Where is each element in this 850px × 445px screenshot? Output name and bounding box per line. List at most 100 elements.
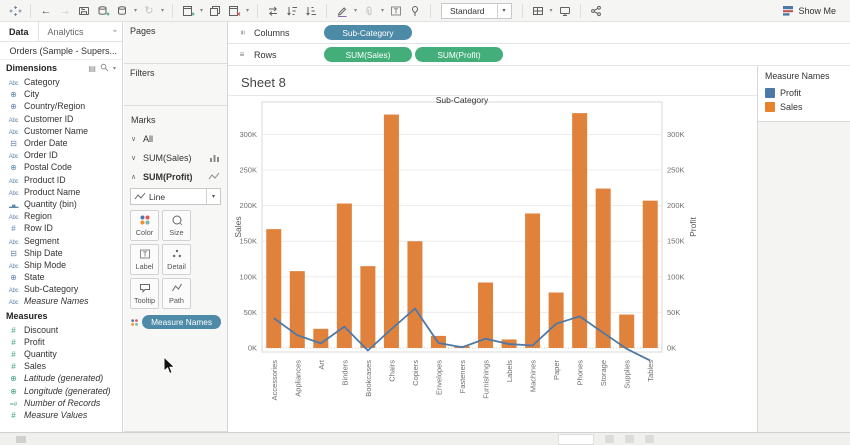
tab-data[interactable]: Data: [0, 22, 39, 41]
dimension-field[interactable]: Quantity (bin): [0, 198, 122, 210]
pages-shelf[interactable]: Pages: [124, 22, 227, 64]
chevron-down-icon[interactable]: [131, 154, 139, 162]
chevron-down-icon[interactable]: [131, 135, 139, 143]
dimension-field[interactable]: Product Name: [0, 186, 122, 198]
measure-field[interactable]: Longitude (generated): [0, 385, 122, 397]
field-label: Row ID: [24, 223, 53, 234]
path-button[interactable]: Path: [162, 278, 191, 309]
marks-entry-sum-profit[interactable]: SUM(Profit): [128, 167, 223, 186]
legend-items: Profit Sales: [765, 86, 843, 114]
refresh-caret[interactable]: ▾: [160, 8, 164, 14]
dimension-field[interactable]: State: [0, 271, 122, 283]
undo-icon[interactable]: ←: [40, 4, 52, 17]
dimension-field[interactable]: Category: [0, 76, 122, 88]
measure-field[interactable]: Discount: [0, 324, 122, 336]
dimension-field[interactable]: Region: [0, 210, 122, 222]
dimension-field[interactable]: Product ID: [0, 174, 122, 186]
measure-field[interactable]: Quantity: [0, 348, 122, 360]
dimension-field[interactable]: Row ID: [0, 222, 122, 234]
chart[interactable]: 0K 0K 50K 50K 100K 100K 150K 150K 200K 200K 250K 25…: [228, 95, 757, 431]
field-pill[interactable]: Sub-Category: [324, 25, 412, 40]
field-label: Region: [24, 211, 52, 222]
highlight-caret[interactable]: ▾: [353, 8, 357, 14]
mark-type-select[interactable]: Line ▾: [130, 188, 221, 205]
dimension-field[interactable]: Ship Mode: [0, 259, 122, 271]
legend-item[interactable]: Sales: [765, 100, 843, 114]
refresh-icon[interactable]: ↻: [144, 5, 154, 17]
dimension-field[interactable]: Order ID: [0, 149, 122, 161]
dimension-field[interactable]: Order Date: [0, 137, 122, 149]
mark-type-caret[interactable]: ▾: [206, 189, 220, 204]
new-dashboard-tab-icon[interactable]: [625, 435, 634, 443]
view-as-list-icon[interactable]: ▤: [88, 63, 96, 73]
marks-entry-sum-sales[interactable]: SUM(Sales): [128, 148, 223, 167]
columns-shelf[interactable]: ≡ Columns Sub-Category: [228, 22, 850, 44]
text-label-icon[interactable]: T: [387, 2, 405, 19]
presentation-mode-icon[interactable]: [556, 2, 574, 19]
dimension-field[interactable]: Customer ID: [0, 113, 122, 125]
marks-entry-all[interactable]: All: [128, 129, 223, 148]
show-me-label: Show Me: [798, 5, 836, 16]
new-worksheet-icon[interactable]: [179, 2, 197, 19]
data-source-menu-caret[interactable]: ▾: [133, 8, 137, 14]
legend-swatch: [765, 88, 775, 98]
data-source-page-icon[interactable]: [16, 435, 26, 443]
show-mark-labels-caret[interactable]: ▾: [549, 8, 553, 14]
fix-axes-icon[interactable]: [406, 2, 424, 19]
dimension-field[interactable]: Postal Code: [0, 161, 122, 173]
filters-shelf[interactable]: Filters: [124, 64, 227, 106]
legend-item[interactable]: Profit: [765, 86, 843, 100]
sort-ascending-icon[interactable]: [283, 2, 301, 19]
add-data-source-icon[interactable]: [94, 2, 112, 19]
find-field-icon[interactable]: [100, 63, 109, 74]
data-source-menu-icon[interactable]: [113, 2, 131, 19]
measure-field[interactable]: Latitude (generated): [0, 372, 122, 384]
color-button[interactable]: Color: [130, 210, 159, 241]
dimension-field[interactable]: Ship Date: [0, 247, 122, 259]
new-worksheet-caret[interactable]: ▾: [199, 8, 203, 14]
new-story-tab-icon[interactable]: [645, 435, 654, 443]
chevron-up-icon[interactable]: [131, 173, 139, 181]
size-button[interactable]: Size: [162, 210, 191, 241]
swap-rows-columns-icon[interactable]: [264, 2, 282, 19]
clear-sheet-caret[interactable]: ▾: [245, 8, 249, 14]
sort-descending-icon[interactable]: [302, 2, 320, 19]
rows-shelf[interactable]: ≡ Rows SUM(Sales) SUM(Profit): [228, 44, 850, 66]
duplicate-sheet-icon[interactable]: [206, 2, 224, 19]
format-icon[interactable]: [360, 2, 378, 19]
dimension-field[interactable]: Country/Region: [0, 100, 122, 112]
new-worksheet-tab-icon[interactable]: [605, 435, 614, 443]
measure-field[interactable]: Measure Values: [0, 409, 122, 421]
measure-field[interactable]: Number of Records: [0, 397, 122, 409]
highlight-icon[interactable]: [333, 2, 351, 19]
field-pill[interactable]: SUM(Profit): [415, 47, 503, 62]
dimension-field[interactable]: Measure Names: [0, 295, 122, 307]
pane-menu-caret[interactable]: ▾: [112, 65, 116, 72]
show-mark-labels-icon[interactable]: [529, 2, 547, 19]
tooltip-button[interactable]: Tooltip: [130, 278, 159, 309]
datasource-item[interactable]: Orders (Sample - Supers...: [0, 42, 122, 60]
show-me-button[interactable]: Show Me: [782, 5, 844, 17]
pane-pin-icon[interactable]: ⌖: [113, 27, 117, 35]
dimension-field[interactable]: Sub-Category: [0, 283, 122, 295]
tab-analytics[interactable]: Analytics: [47, 26, 84, 37]
measure-names-pill[interactable]: Measure Names: [142, 315, 221, 329]
clear-sheet-icon[interactable]: [225, 2, 243, 19]
share-icon[interactable]: [587, 2, 605, 19]
dimension-field[interactable]: Customer Name: [0, 125, 122, 137]
dimension-field[interactable]: Segment: [0, 234, 122, 246]
svg-text:Supplies: Supplies: [623, 360, 632, 389]
measure-field[interactable]: Sales: [0, 360, 122, 372]
detail-button[interactable]: Detail: [162, 244, 191, 275]
fit-select[interactable]: Standard ▾: [441, 2, 512, 19]
redo-icon[interactable]: →: [59, 4, 71, 17]
dimension-field[interactable]: City: [0, 88, 122, 100]
label-button[interactable]: T Label: [130, 244, 159, 275]
field-pill[interactable]: SUM(Sales): [324, 47, 412, 62]
marks-entry-label: All: [143, 133, 154, 144]
format-caret[interactable]: ▾: [380, 8, 384, 14]
save-icon[interactable]: [75, 2, 93, 19]
measure-field[interactable]: Profit: [0, 336, 122, 348]
fit-select-caret[interactable]: ▾: [496, 3, 511, 18]
sheet-tab[interactable]: [558, 433, 594, 445]
